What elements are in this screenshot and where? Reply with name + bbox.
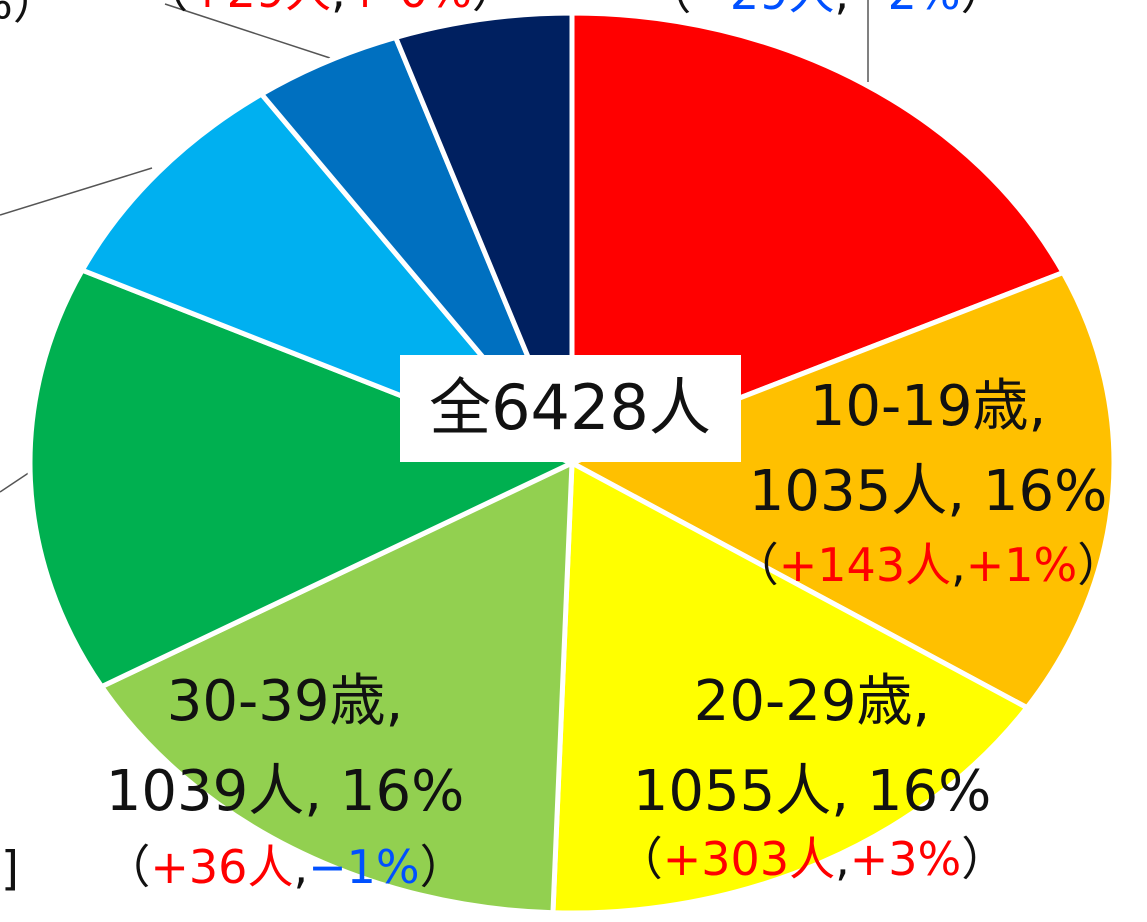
slice (550, 460, 1030, 916)
change-part: , (834, 0, 849, 20)
change-label: （+36人,−1%） (104, 840, 465, 894)
change-label: （+29人,+ 0%） (142, 0, 518, 18)
change-part: ） (961, 832, 1007, 886)
value-label: 1039人, 16% (106, 759, 465, 824)
change-part: , (331, 0, 346, 18)
change-label: （+143人,+1%） (733, 538, 1124, 592)
category-label: 20-29歳, (694, 669, 931, 734)
slice (569, 10, 1066, 466)
change-part: ） (961, 0, 1007, 20)
change-part: +3% (850, 832, 962, 886)
change-part: ） (420, 840, 466, 894)
change-part: −2% (849, 0, 961, 20)
change-part: +36人 (150, 840, 293, 894)
change-part: +143人 (779, 538, 951, 592)
center-box (400, 355, 741, 462)
change-part: , (951, 538, 966, 592)
change-part: ） (1077, 538, 1123, 592)
slice (27, 267, 575, 690)
change-part: （ (104, 840, 150, 894)
clipped-text: %） (0, 0, 59, 30)
change-part: +1% (966, 538, 1078, 592)
category-label: 30-39歳, (167, 669, 404, 734)
leader-lines (0, 0, 869, 493)
slice (393, 10, 575, 466)
change-label: （+303人,+3%） (617, 832, 1008, 886)
clipped-text: ] (1, 842, 19, 896)
slice (99, 460, 575, 916)
change-part: +29人 (188, 0, 331, 18)
leader-line (164, 3, 331, 59)
slice (569, 270, 1117, 711)
center-label: 全6428人 (429, 371, 711, 444)
leader-line (0, 471, 31, 493)
change-part: , (293, 840, 308, 894)
change-part: −1% (308, 840, 420, 894)
change-part: +303人 (663, 832, 835, 886)
change-part: （ (733, 538, 779, 592)
category-label: 10-19歳, (810, 374, 1047, 439)
change-part: （ (617, 832, 663, 886)
change-part: （ (142, 0, 188, 18)
leader-line (0, 167, 153, 216)
change-part: （ (645, 0, 691, 20)
value-label: 1055人, 16% (633, 759, 992, 824)
change-label: （−29人,−2%） (645, 0, 1006, 20)
change-part: , (835, 832, 850, 886)
change-part: + 0% (346, 0, 472, 18)
change-part: ） (472, 0, 518, 18)
labels: （−29人,−2%）10-19歳,1035人, 16%（+143人,+1%）20… (0, 0, 1123, 896)
value-label: 1035人, 16% (749, 459, 1108, 524)
change-part: −29人 (691, 0, 834, 20)
